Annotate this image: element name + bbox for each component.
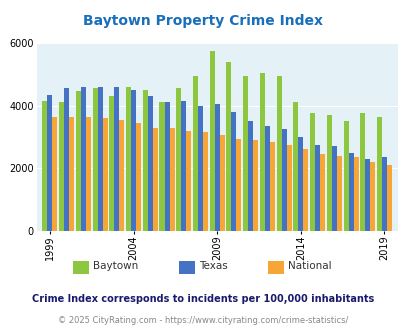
Bar xyxy=(131,90,136,231)
Bar xyxy=(381,157,386,231)
Bar xyxy=(247,121,253,231)
Bar xyxy=(152,128,158,231)
Bar xyxy=(303,149,308,231)
Bar xyxy=(59,102,64,231)
Bar xyxy=(86,116,91,231)
Bar xyxy=(192,76,198,231)
Bar xyxy=(369,162,374,231)
Bar xyxy=(147,96,152,231)
Bar xyxy=(219,135,224,231)
Bar xyxy=(314,145,319,231)
Bar xyxy=(243,76,247,231)
Bar xyxy=(114,87,119,231)
Bar xyxy=(202,132,207,231)
Bar xyxy=(81,87,86,231)
Bar xyxy=(319,154,324,231)
Bar xyxy=(376,116,381,231)
Bar xyxy=(226,62,231,231)
Bar xyxy=(169,128,174,231)
Bar xyxy=(386,165,391,231)
Bar xyxy=(136,123,141,231)
Bar xyxy=(276,76,281,231)
Bar xyxy=(76,91,81,231)
Bar xyxy=(198,106,202,231)
Text: Baytown Property Crime Index: Baytown Property Crime Index xyxy=(83,15,322,28)
Bar xyxy=(331,147,336,231)
Bar xyxy=(42,101,47,231)
Bar xyxy=(69,116,74,231)
Bar xyxy=(126,87,131,231)
Bar xyxy=(264,126,269,231)
Bar xyxy=(298,137,303,231)
Bar xyxy=(97,87,102,231)
Bar xyxy=(176,88,181,231)
Bar xyxy=(309,114,314,231)
Bar xyxy=(292,102,298,231)
Bar xyxy=(336,156,341,231)
Bar xyxy=(364,159,369,231)
Bar xyxy=(236,139,241,231)
Bar xyxy=(253,140,258,231)
Text: Baytown: Baytown xyxy=(93,261,138,271)
Text: Texas: Texas xyxy=(198,261,227,271)
Bar xyxy=(343,121,347,231)
Bar xyxy=(353,157,358,231)
Text: National: National xyxy=(288,261,331,271)
Bar xyxy=(259,73,264,231)
Bar xyxy=(286,145,291,231)
Text: © 2025 CityRating.com - https://www.cityrating.com/crime-statistics/: © 2025 CityRating.com - https://www.city… xyxy=(58,315,347,325)
Bar xyxy=(231,112,236,231)
Bar xyxy=(269,142,274,231)
Bar xyxy=(52,116,58,231)
Bar xyxy=(143,90,147,231)
Bar xyxy=(209,51,214,231)
Bar xyxy=(109,96,114,231)
Bar xyxy=(119,120,124,231)
Bar xyxy=(164,102,169,231)
Bar xyxy=(102,118,107,231)
Bar xyxy=(92,88,97,231)
Bar xyxy=(326,115,331,231)
Bar xyxy=(347,152,353,231)
Bar xyxy=(47,95,52,231)
Bar xyxy=(64,88,69,231)
Bar xyxy=(159,102,164,231)
Bar xyxy=(181,101,186,231)
Bar xyxy=(359,114,364,231)
Bar xyxy=(186,131,191,231)
Text: Crime Index corresponds to incidents per 100,000 inhabitants: Crime Index corresponds to incidents per… xyxy=(32,294,373,304)
Bar xyxy=(214,104,219,231)
Bar xyxy=(281,129,286,231)
